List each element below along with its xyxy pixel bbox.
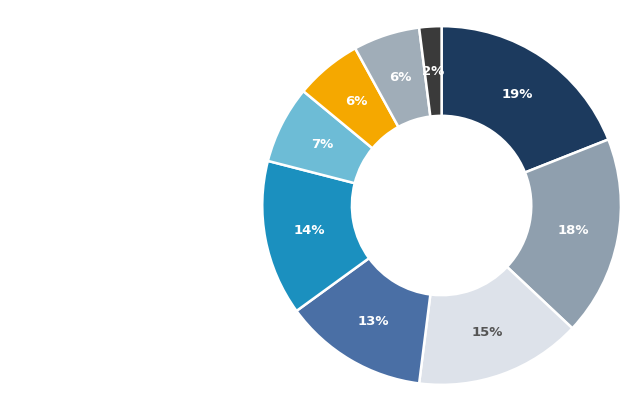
Text: 18%: 18%	[558, 224, 589, 237]
Text: 6%: 6%	[389, 71, 412, 84]
Text: 15%: 15%	[472, 326, 503, 339]
Text: 19%: 19%	[502, 88, 533, 101]
Wedge shape	[442, 26, 609, 173]
Text: 13%: 13%	[357, 315, 389, 328]
Text: 14%: 14%	[294, 224, 325, 237]
Text: 6%: 6%	[345, 95, 367, 109]
Wedge shape	[262, 161, 369, 311]
Wedge shape	[419, 267, 572, 385]
Wedge shape	[268, 91, 372, 183]
Wedge shape	[419, 26, 442, 117]
Text: 2%: 2%	[422, 65, 444, 78]
Text: 7%: 7%	[310, 138, 333, 151]
Wedge shape	[507, 139, 621, 328]
Wedge shape	[303, 48, 398, 148]
Wedge shape	[296, 258, 430, 383]
Wedge shape	[355, 28, 430, 127]
